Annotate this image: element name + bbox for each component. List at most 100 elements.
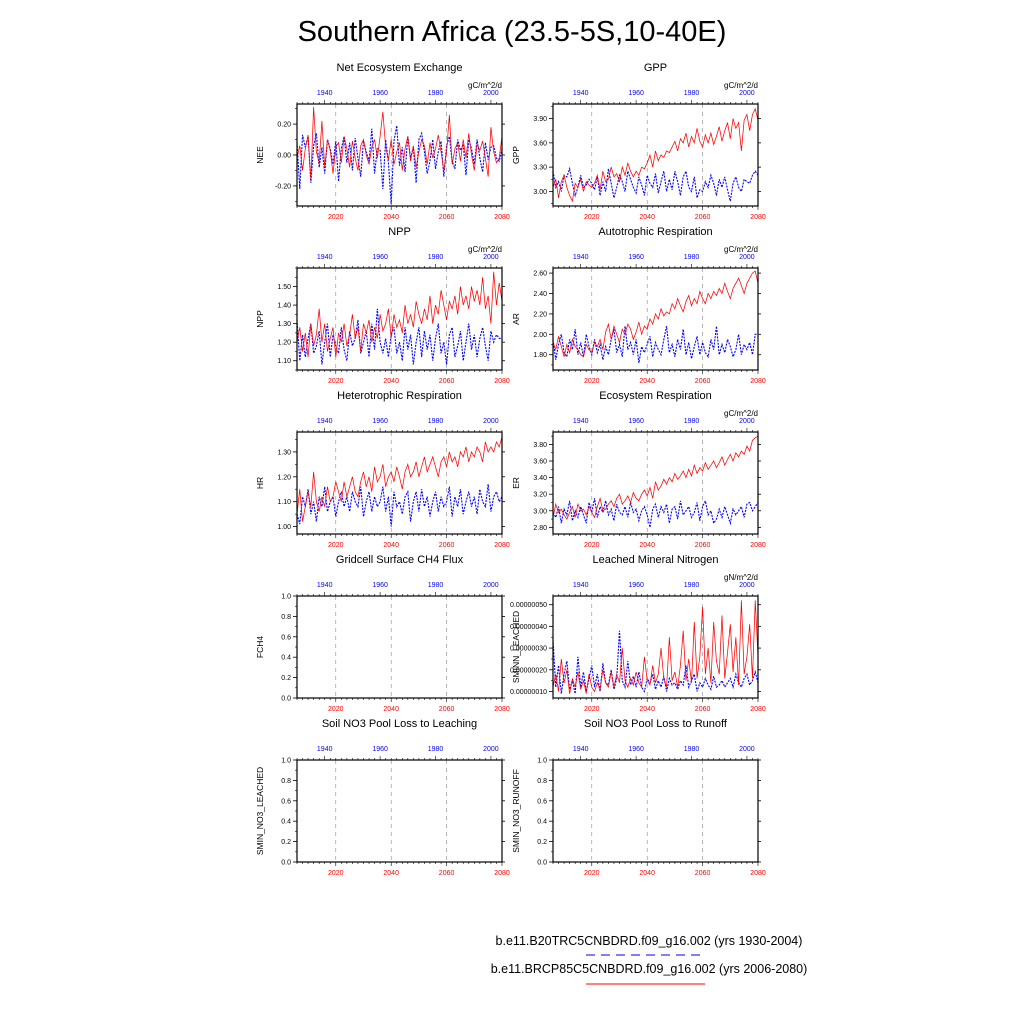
y-tick-label: 1.50 (277, 284, 291, 291)
x-tick-label-top: 2000 (483, 582, 499, 589)
panel-title: NPP (388, 226, 411, 238)
panel-units: gC/m^2/d (724, 81, 758, 90)
figure-title: Southern Africa (23.5-5S,10-40E) (298, 16, 727, 48)
x-tick-label-top: 1980 (684, 418, 700, 425)
x-tick-label-top: 1980 (684, 746, 700, 753)
x-tick-label-bottom: 2040 (639, 214, 655, 221)
x-tick-label-bottom: 2040 (383, 870, 399, 877)
x-tick-label-bottom: 2020 (584, 706, 600, 713)
y-tick-label: 0.6 (281, 634, 291, 641)
series-line-historical (296, 125, 503, 205)
x-tick-label-bottom: 2020 (328, 378, 344, 385)
series-line-future (296, 436, 503, 522)
panel-3: Autotrophic Respiration gC/m^2/d AR 1.80 2.0… (511, 226, 766, 385)
x-tick-label-top: 1980 (428, 582, 444, 589)
x-tick-label-top: 1980 (428, 90, 444, 97)
x-tick-label-top: 1960 (372, 418, 388, 425)
y-axis-label: ER (511, 477, 521, 489)
legend: b.e11.B20TRC5CNBDRD.f09_g16.002 (yrs 193… (491, 934, 808, 985)
x-tick-label-top: 1980 (428, 418, 444, 425)
panel-title: Leached Mineral Nitrogen (593, 554, 719, 566)
y-tick-label: 2.60 (533, 271, 547, 278)
x-tick-label-bottom: 2080 (750, 706, 766, 713)
x-tick-label-bottom: 2060 (695, 378, 711, 385)
x-tick-label-top: 1940 (573, 254, 589, 261)
x-tick-label-bottom: 2080 (494, 378, 510, 385)
plot-frame (552, 267, 759, 371)
x-tick-label-top: 1940 (573, 746, 589, 753)
x-tick-label-bottom: 2020 (328, 214, 344, 221)
y-tick-label: 0.4 (281, 819, 291, 826)
y-tick-label: 2.00 (533, 332, 547, 339)
series-line-historical (296, 484, 503, 527)
y-tick-label: 0.00 (277, 153, 291, 160)
y-tick-label: 3.30 (533, 165, 547, 172)
x-tick-label-top: 2000 (739, 90, 755, 97)
legend-label-future: b.e11.BRCP85C5CNBDRD.f09_g16.002 (yrs 20… (491, 962, 808, 976)
y-tick-label: 2.40 (533, 291, 547, 298)
x-tick-label-bottom: 2040 (383, 542, 399, 549)
x-tick-label-top: 2000 (739, 418, 755, 425)
x-tick-label-top: 1960 (372, 254, 388, 261)
y-tick-label: 1.0 (537, 758, 547, 765)
y-tick-label: 1.20 (277, 474, 291, 481)
series-line-future (552, 600, 759, 694)
y-tick-label: 0.2 (537, 839, 547, 846)
x-tick-label-bottom: 2040 (639, 542, 655, 549)
y-tick-label: 1.10 (277, 499, 291, 506)
x-tick-label-bottom: 2020 (584, 378, 600, 385)
x-tick-label-top: 2000 (483, 90, 499, 97)
x-tick-label-bottom: 2060 (695, 706, 711, 713)
x-tick-label-bottom: 2020 (584, 870, 600, 877)
x-tick-label-top: 1960 (372, 582, 388, 589)
x-tick-label-top: 1980 (684, 582, 700, 589)
y-tick-label: 3.90 (533, 116, 547, 123)
panel-5: Ecosystem Respiration gC/m^2/d ER 2.80 3.00 3… (511, 390, 766, 549)
x-tick-label-top: 2000 (483, 746, 499, 753)
x-tick-label-top: 2000 (739, 254, 755, 261)
series-line-historical (552, 498, 759, 528)
x-tick-label-bottom: 2060 (439, 214, 455, 221)
panel-title: Ecosystem Respiration (599, 390, 712, 402)
y-tick-label: 3.40 (533, 475, 547, 482)
x-tick-label-bottom: 2020 (328, 870, 344, 877)
panel-1: GPP gC/m^2/d GPP 3.00 3.30 3.60 3.90 2020 2040 20… (511, 62, 766, 221)
x-tick-label-top: 1960 (372, 746, 388, 753)
panel-units: gC/m^2/d (724, 409, 758, 418)
y-tick-label: 1.30 (277, 321, 291, 328)
x-tick-label-top: 1940 (317, 90, 333, 97)
y-axis-label: AR (511, 313, 521, 325)
x-tick-label-top: 1940 (573, 582, 589, 589)
y-tick-label: 0.00000040 (510, 624, 547, 631)
x-tick-label-bottom: 2040 (383, 378, 399, 385)
x-tick-label-bottom: 2060 (695, 542, 711, 549)
y-axis-label: SMIN_NO3_RUNOFF (511, 769, 521, 853)
x-tick-label-bottom: 2020 (328, 706, 344, 713)
panel-title: Heterotrophic Respiration (337, 390, 462, 402)
x-tick-label-top: 2000 (739, 746, 755, 753)
x-tick-label-bottom: 2080 (494, 542, 510, 549)
plot-frame (296, 759, 503, 863)
y-tick-label: 0.8 (281, 614, 291, 621)
panel-title: Soil NO3 Pool Loss to Leaching (322, 718, 477, 730)
x-tick-label-top: 1940 (317, 746, 333, 753)
series-line-future (296, 107, 503, 180)
y-tick-label: -0.20 (275, 183, 291, 190)
panel-2: NPP gC/m^2/d NPP 1.10 1.20 1.30 1.40 1.50 2020 20… (255, 226, 510, 385)
x-tick-label-top: 2000 (483, 418, 499, 425)
y-tick-label: 0.0 (537, 860, 547, 867)
y-tick-label: 0.00000030 (510, 646, 547, 653)
x-tick-label-bottom: 2020 (328, 542, 344, 549)
plot-frame (552, 759, 759, 863)
x-tick-label-bottom: 2060 (695, 214, 711, 221)
x-tick-label-top: 1960 (628, 582, 644, 589)
y-tick-label: 3.80 (533, 442, 547, 449)
x-tick-label-bottom: 2080 (750, 214, 766, 221)
x-tick-label-bottom: 2080 (750, 870, 766, 877)
panel-title: Gridcell Surface CH4 Flux (336, 554, 464, 566)
x-tick-label-bottom: 2020 (584, 214, 600, 221)
x-tick-label-bottom: 2080 (494, 706, 510, 713)
x-tick-label-top: 2000 (483, 254, 499, 261)
panel-title: Soil NO3 Pool Loss to Runoff (584, 718, 728, 730)
